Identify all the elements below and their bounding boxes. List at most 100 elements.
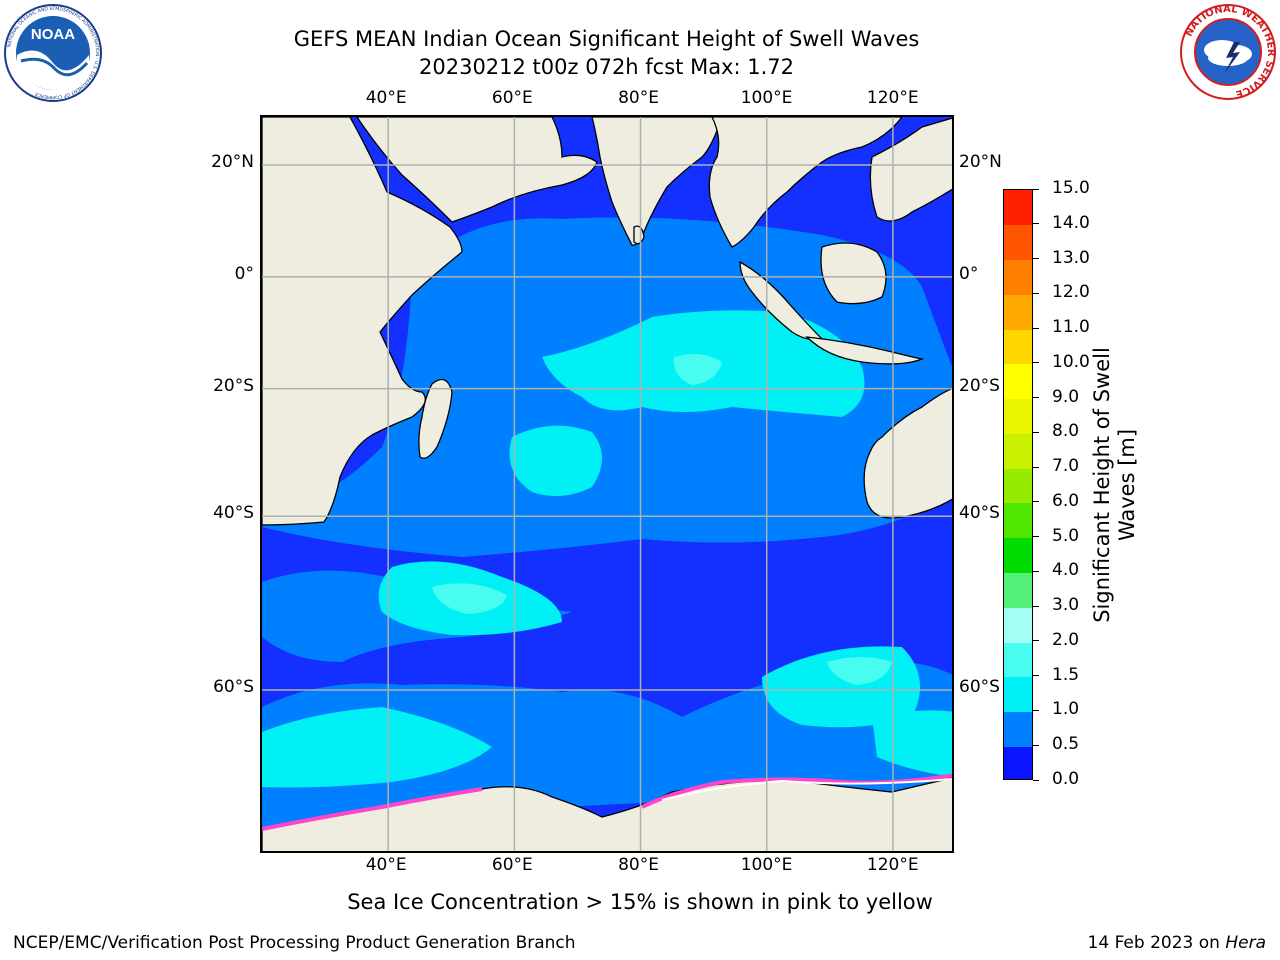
colorbar-tick-label: 13.0 <box>1052 247 1090 268</box>
colorbar-tick-mark <box>1033 327 1039 329</box>
borneo-land <box>820 242 887 305</box>
colorbar-segment <box>1004 676 1032 713</box>
lon-tick-label-bottom: 80°E <box>618 855 659 875</box>
lat-tick-label-left: 0° <box>234 263 254 284</box>
colorbar-tick-mark <box>1033 292 1039 294</box>
date-line: 14 Feb 2023 on Hera <box>1088 933 1266 953</box>
southeast-asia-land <box>708 117 903 248</box>
sea-ice-note: Sea Ice Concentration > 15% is shown in … <box>347 890 933 914</box>
colorbar-tick-mark <box>1033 223 1039 225</box>
swell-band-1.5-2.0-east <box>827 657 892 685</box>
sri-lanka-land <box>633 225 645 245</box>
lon-tick-label-bottom: 100°E <box>740 855 793 875</box>
colorbar-segment <box>1004 746 1032 779</box>
colorbar-tick-label: 9.0 <box>1052 386 1080 407</box>
swell-band-1.5-2.0-center <box>673 353 722 385</box>
colorbar-segment <box>1004 259 1032 295</box>
colorbar-tick-label: 5.0 <box>1052 525 1080 546</box>
australia-land <box>863 387 952 519</box>
colorbar-tick-label: 12.0 <box>1052 282 1090 303</box>
colorbar-tick-mark <box>1033 188 1039 190</box>
africa-land <box>262 117 463 526</box>
colorbar-segment <box>1004 363 1032 400</box>
swell-band-1.5-2.0-west <box>432 583 507 614</box>
colorbar-segment <box>1004 294 1032 330</box>
colorbar-tick-mark <box>1033 397 1039 399</box>
colorbar-segment <box>1004 468 1032 504</box>
lon-tick-label-top: 40°E <box>365 88 407 108</box>
lat-tick-label-left: 20°S <box>213 375 254 396</box>
lon-tick-label-top: 60°E <box>491 88 533 108</box>
colorbar-tick-mark <box>1033 466 1039 468</box>
noaa-logo: NOAA NATIONAL OCEANIC AND ATMOSPHERIC AD… <box>3 3 103 103</box>
colorbar-tick-label: 1.0 <box>1052 699 1080 720</box>
colorbar <box>1003 189 1033 780</box>
lat-tick-label-right: 40°S <box>959 503 1000 524</box>
colorbar-segment <box>1004 190 1032 226</box>
colorbar-tick-label: 7.0 <box>1052 456 1080 477</box>
indochina-land <box>869 117 952 222</box>
colorbar-title-line2: Waves [m] <box>1115 428 1139 542</box>
lat-tick-label-left: 60°S <box>213 677 254 698</box>
colorbar-tick-mark <box>1033 675 1039 677</box>
colorbar-segment <box>1004 398 1032 434</box>
colorbar-tick-mark <box>1033 362 1039 364</box>
colorbar-tick-mark <box>1033 258 1039 260</box>
colorbar-tick-mark <box>1033 744 1039 746</box>
chart-subtitle: 20230212 t00z 072h fcst Max: 1.72 <box>419 55 794 79</box>
lon-tick-label-top: 100°E <box>740 88 793 108</box>
machine-name: Hera <box>1225 933 1266 953</box>
colorbar-tick-label: 3.0 <box>1052 595 1080 616</box>
colorbar-tick-label: 2.0 <box>1052 629 1080 650</box>
lat-tick-label-left: 20°N <box>211 152 254 172</box>
lon-tick-label-bottom: 120°E <box>866 855 919 875</box>
svg-text:NOAA: NOAA <box>31 26 75 43</box>
colorbar-title-line1: Significant Height of Swell <box>1090 347 1114 623</box>
colorbar-tick-label: 1.5 <box>1052 664 1080 685</box>
colorbar-tick-label: 4.0 <box>1052 560 1080 581</box>
colorbar-segment <box>1004 537 1032 573</box>
colorbar-tick-label: 6.0 <box>1052 490 1080 511</box>
lat-tick-label-right: 20°S <box>959 375 1000 396</box>
colorbar-tick-mark <box>1033 605 1039 607</box>
date-text: 14 Feb 2023 on <box>1087 933 1226 953</box>
colorbar-segment <box>1004 329 1032 365</box>
swell-band-1.0-1.5-sw <box>509 425 602 496</box>
colorbar-segment <box>1004 607 1032 643</box>
lat-tick-label-right: 60°S <box>959 677 1000 698</box>
sea-ice-core <box>661 778 952 801</box>
colorbar-segment <box>1004 641 1032 678</box>
arabia-land <box>356 117 598 223</box>
swell-band-1.0-1.5-south <box>262 707 492 788</box>
lon-tick-label-top: 120°E <box>866 88 919 108</box>
colorbar-segment <box>1004 502 1032 539</box>
lat-tick-label-right: 20°N <box>959 152 1002 172</box>
colorbar-segment <box>1004 572 1032 608</box>
colorbar-tick-mark <box>1033 709 1039 711</box>
map-plot-area <box>260 115 954 853</box>
colorbar-tick-label: 0.5 <box>1052 734 1080 755</box>
colorbar-tick-label: 14.0 <box>1052 212 1090 233</box>
colorbar-tick-mark <box>1033 501 1039 503</box>
lat-tick-label-left: 40°S <box>213 503 254 524</box>
colorbar-tick-label: 11.0 <box>1052 317 1090 338</box>
colorbar-tick-label: 15.0 <box>1052 178 1090 198</box>
swell-band-1.0-1.5-se <box>872 710 952 777</box>
colorbar-segment <box>1004 224 1032 261</box>
chart-title: GEFS MEAN Indian Ocean Significant Heigh… <box>293 27 920 51</box>
lon-tick-label-bottom: 60°E <box>491 855 533 875</box>
nws-logo: NATIONAL WEATHER SERVICE <box>1178 2 1278 102</box>
credit-line: NCEP/EMC/Verification Post Processing Pr… <box>13 933 576 953</box>
lat-tick-label-right: 0° <box>959 263 979 284</box>
colorbar-tick-mark <box>1033 779 1039 781</box>
colorbar-tick-label: 10.0 <box>1052 351 1090 372</box>
colorbar-tick-mark <box>1033 431 1039 433</box>
colorbar-tick-mark <box>1033 536 1039 538</box>
colorbar-tick-label: 8.0 <box>1052 421 1080 442</box>
lon-tick-label-top: 80°E <box>618 88 659 108</box>
colorbar-tick-mark <box>1033 640 1039 642</box>
colorbar-segment <box>1004 433 1032 469</box>
lon-tick-label-bottom: 40°E <box>365 855 407 875</box>
colorbar-segment <box>1004 711 1032 747</box>
